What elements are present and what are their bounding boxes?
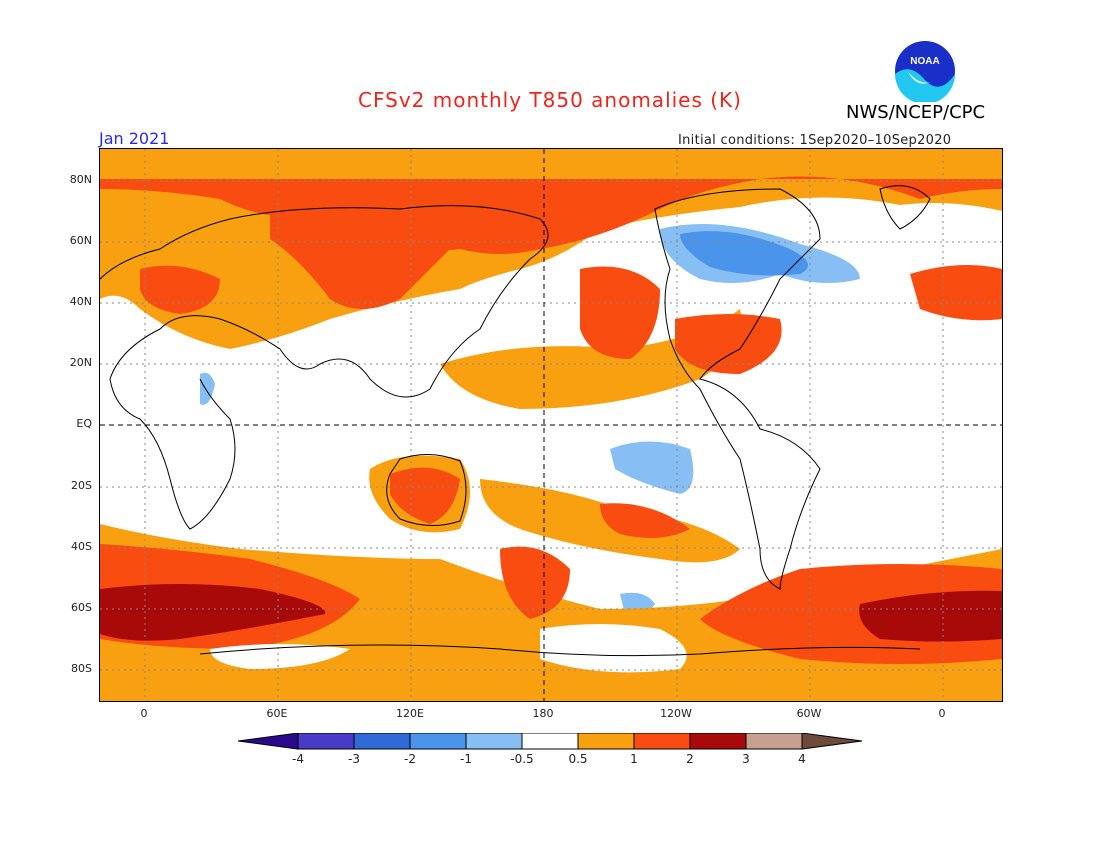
colorbar-label: -3 [348, 752, 360, 766]
lat-label-eq: EQ [76, 417, 92, 430]
colorbar-label: -1 [460, 752, 472, 766]
colorbar-segment [521, 732, 579, 750]
lat-label-40s: 40S [71, 540, 92, 553]
colorbar-segment [689, 732, 747, 750]
forecast-date: Jan 2021 [99, 129, 170, 148]
lon-label-180: 180 [532, 707, 554, 720]
lat-label-60s: 60S [71, 601, 92, 614]
lat-label-20s: 20S [71, 479, 92, 492]
lat-label-80s: 80S [71, 662, 92, 675]
lat-label-20n: 20N [69, 356, 92, 369]
colorbar-segment [745, 732, 803, 750]
colorbar-lower-arrow [237, 732, 299, 750]
organization-label: NWS/NCEP/CPC [846, 102, 986, 123]
lat-label-40n: 40N [69, 295, 92, 308]
colorbar-label: 0.5 [568, 752, 588, 766]
noaa-logo: NOAA [894, 40, 956, 104]
lat-label-80n: 80N [69, 173, 92, 186]
initial-conditions: Initial conditions: 1Sep2020–10Sep2020 [678, 133, 952, 148]
colorbar-upper-arrow [801, 732, 863, 750]
anomaly-map [99, 148, 1003, 702]
lon-label-0-east: 0 [938, 707, 946, 720]
colorbar-segment [297, 732, 355, 750]
lat-label-60n: 60N [69, 234, 92, 247]
map-title: CFSv2 monthly T850 anomalies (K) [358, 88, 742, 112]
colorbar [237, 732, 863, 773]
lon-label-120w: 120W [660, 707, 692, 720]
colorbar-segment [633, 732, 691, 750]
colorbar-label: -2 [404, 752, 416, 766]
lon-label-60e: 60E [266, 707, 288, 720]
colorbar-label: 1 [630, 752, 638, 766]
colorbar-segment [577, 732, 635, 750]
lon-label-0: 0 [140, 707, 148, 720]
lon-label-60w: 60W [796, 707, 822, 720]
colorbar-label: -0.5 [510, 752, 534, 766]
logo-text: NOAA [910, 56, 939, 67]
colorbar-label: -4 [292, 752, 304, 766]
colorbar-label: 3 [742, 752, 750, 766]
colorbar-segment [409, 732, 467, 750]
colorbar-label: 4 [798, 752, 806, 766]
colorbar-segment [465, 732, 523, 750]
colorbar-segment [353, 732, 411, 750]
colorbar-label: 2 [686, 752, 694, 766]
lon-label-120e: 120E [396, 707, 424, 720]
